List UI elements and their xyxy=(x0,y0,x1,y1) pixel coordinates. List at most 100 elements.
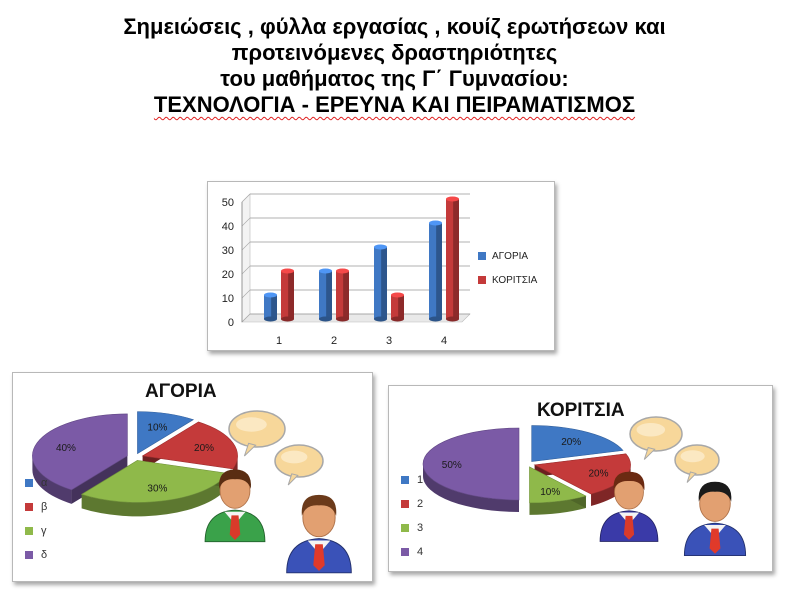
bar-shade xyxy=(343,271,349,319)
y-tick-label: 40 xyxy=(222,221,234,233)
bar-boys-3 xyxy=(374,244,387,322)
legend-label: ΚΟΡΙΤΣΙΑ xyxy=(492,274,538,286)
bar-base xyxy=(429,316,442,322)
pie-data-label: 10% xyxy=(540,487,560,498)
bar-legend-entry-boys: ΑΓΟΡΙΑ xyxy=(478,244,537,268)
bar-shade xyxy=(436,223,442,319)
y-tick-label: 50 xyxy=(222,197,234,209)
girls-pie-panel: ΚΟΡΙΤΣΙΑ 20% 50% 20% 10% 1 2 3 4 xyxy=(388,385,773,572)
person-hair xyxy=(219,469,251,489)
bubble-highlight xyxy=(680,450,705,463)
bar-shade xyxy=(381,247,387,319)
pie-slice-top xyxy=(141,421,238,470)
pie-data-label: 20% xyxy=(589,469,609,480)
pie-slice-side xyxy=(81,473,228,517)
gridline-side xyxy=(241,265,251,275)
bar-top xyxy=(429,220,442,226)
boys-pie-legend: α β γ δ xyxy=(25,471,47,567)
boy-figure-right xyxy=(286,494,352,574)
legend-swatch xyxy=(478,252,486,260)
pie-slice-side xyxy=(423,464,519,512)
legend-swatch xyxy=(401,524,409,532)
legend-entry: δ xyxy=(25,543,47,567)
gridline-side xyxy=(241,217,251,227)
legend-label: 3 xyxy=(417,522,424,534)
speech-bubble-right xyxy=(274,444,324,486)
legend-entry: 3 xyxy=(401,516,423,540)
bubble-highlight xyxy=(236,417,267,432)
pie-slice-α: 10% xyxy=(137,411,195,455)
bar-base xyxy=(446,316,459,322)
legend-label: 2 xyxy=(417,498,424,510)
legend-label: α xyxy=(41,477,48,489)
legend-label: β xyxy=(41,501,48,513)
bar-girls-1 xyxy=(281,268,294,322)
speech-bubble-left xyxy=(629,416,683,460)
bar-top xyxy=(391,292,404,298)
person-hair xyxy=(301,494,337,516)
legend-label: 4 xyxy=(417,546,424,558)
header-line-3: του μαθήματος της Γ΄ Γυμνασίου: xyxy=(220,66,569,91)
legend-swatch xyxy=(25,479,33,487)
bubble-tail xyxy=(243,442,257,457)
person-tie xyxy=(313,544,325,571)
pie-slice-side xyxy=(32,455,72,504)
girls-pie-chart: 20% 50% 20% 10% xyxy=(422,416,747,557)
gridline-side xyxy=(241,241,251,251)
pie-slice-top xyxy=(422,427,520,501)
pie-slice-4: 50% xyxy=(422,427,520,512)
person-tie xyxy=(709,528,721,554)
bar-top xyxy=(446,196,459,202)
legend-entry: 4 xyxy=(401,540,423,564)
girls-pie-legend: 1 2 3 4 xyxy=(401,468,423,564)
x-tick-label: 2 xyxy=(331,335,337,347)
header-line-1: Σημειώσεις , φύλλα εργασίας , κουίζ ερωτ… xyxy=(123,14,666,39)
legend-swatch xyxy=(401,548,409,556)
bubble-tail xyxy=(287,473,299,486)
bar-girls-3 xyxy=(391,292,404,322)
bar-shade xyxy=(398,295,404,319)
pie-data-label: 50% xyxy=(442,460,462,471)
bar-top xyxy=(281,268,294,274)
gridline-side xyxy=(241,313,251,323)
x-tick-label: 3 xyxy=(386,335,392,347)
boys-pie-title: ΑΓΟΡΙΑ xyxy=(145,381,217,402)
legend-swatch xyxy=(25,527,33,535)
bar-girls-4 xyxy=(446,196,459,322)
bar-base xyxy=(264,316,277,322)
legend-label: 1 xyxy=(417,474,424,486)
bar-base xyxy=(391,316,404,322)
bubble-tail xyxy=(643,446,656,460)
pie-slice-γ: 30% xyxy=(80,460,229,517)
pie-data-label: 10% xyxy=(147,422,167,433)
pie-slice-1: 20% xyxy=(531,425,624,462)
pie-slice-2: 20% xyxy=(533,453,631,507)
bubble-tail xyxy=(686,471,697,483)
legend-label: δ xyxy=(41,549,48,561)
pie-slice-top xyxy=(137,411,195,455)
legend-swatch xyxy=(25,503,33,511)
bubble-highlight xyxy=(636,422,666,437)
pie-data-label: 20% xyxy=(561,437,581,448)
pie-data-label: 20% xyxy=(194,443,214,454)
legend-label: ΑΓΟΡΙΑ xyxy=(492,250,529,262)
bar-base xyxy=(281,316,294,322)
pie-slice-top xyxy=(529,466,587,504)
legend-entry: 1 xyxy=(401,468,423,492)
bar-girls-2 xyxy=(336,268,349,322)
pie-slice-3: 10% xyxy=(529,466,587,515)
legend-label: γ xyxy=(41,525,47,537)
boys-pie-chart: 10% 20% 40% 30% xyxy=(32,410,352,574)
gridline-side xyxy=(241,289,251,299)
bar-top xyxy=(319,268,332,274)
bar-base xyxy=(374,316,387,322)
gridline-side xyxy=(241,193,251,203)
boys-pie-panel: ΑΓΟΡΙΑ 10% 20% 40% 30% α β γ δ xyxy=(12,372,373,582)
legend-swatch xyxy=(25,551,33,559)
y-tick-label: 0 xyxy=(228,317,234,329)
bar-boys-4 xyxy=(429,220,442,322)
x-tick-label: 1 xyxy=(276,335,282,347)
bar-boys-2 xyxy=(319,268,332,322)
chart-side-wall xyxy=(241,193,251,323)
pie-data-label: 30% xyxy=(147,484,167,495)
